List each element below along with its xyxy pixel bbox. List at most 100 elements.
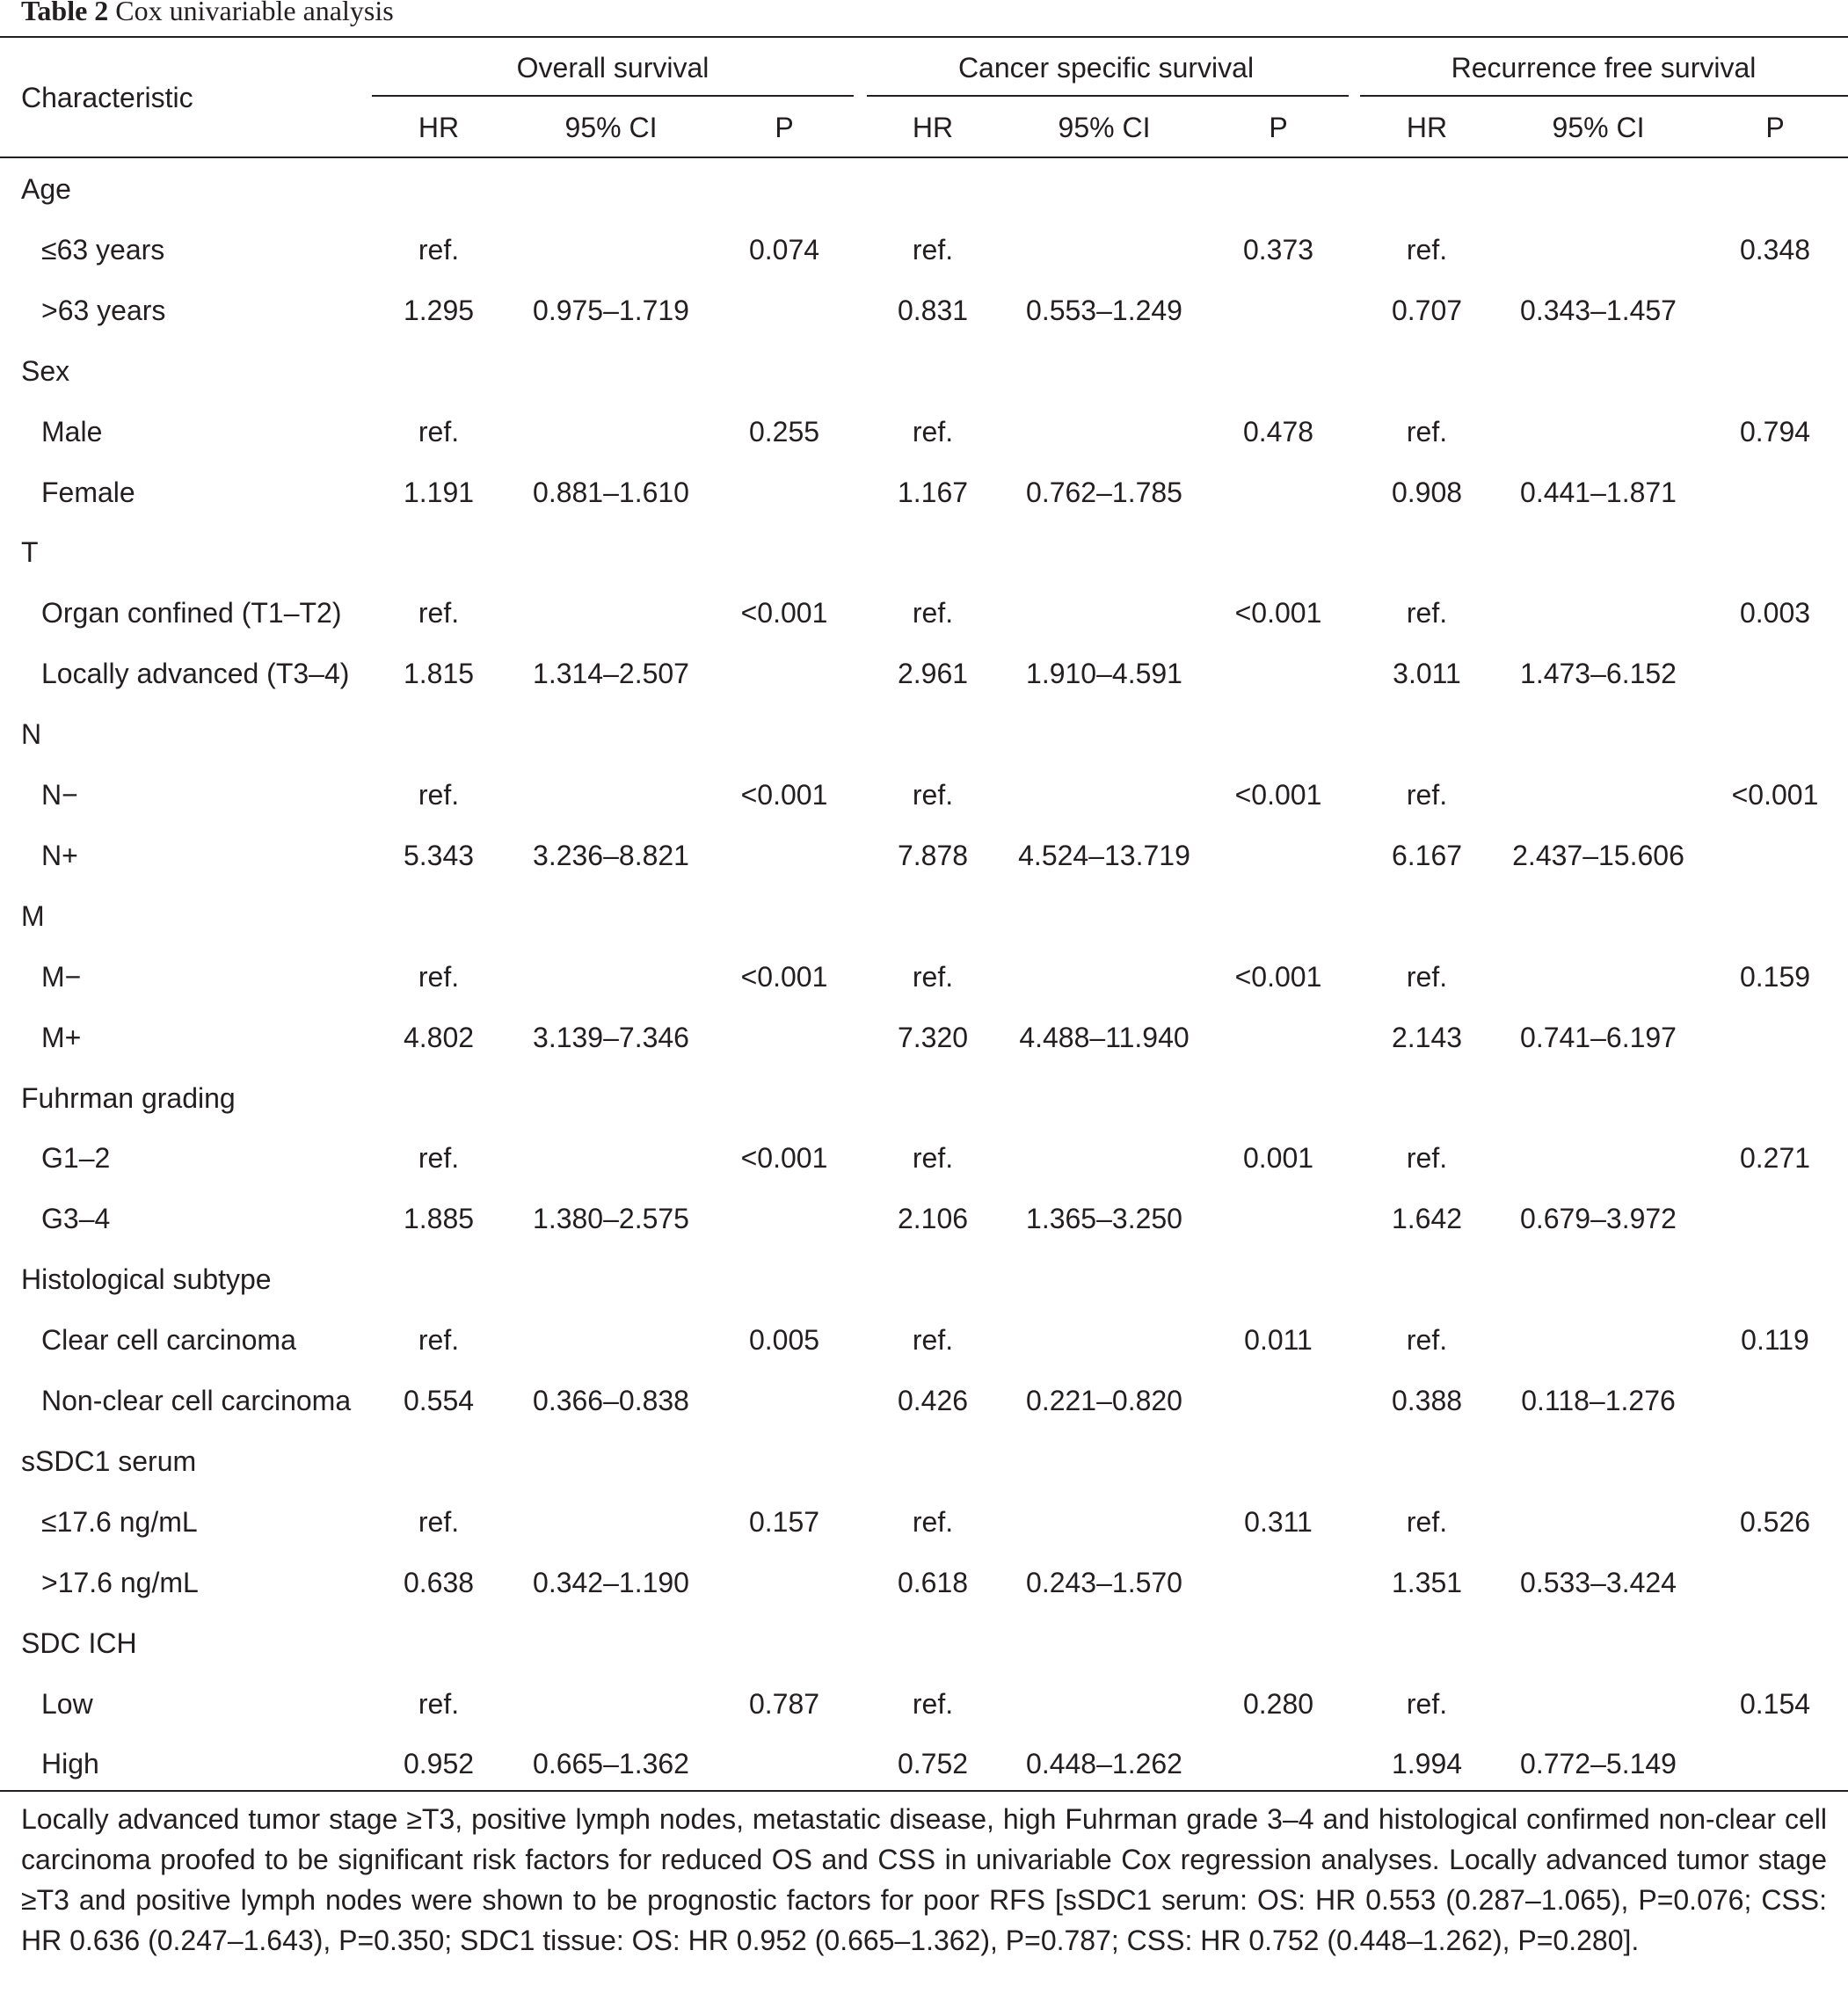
table-cell: ref. <box>1407 1686 1447 1721</box>
table-cell: 2.961 <box>898 656 968 691</box>
table-cell: 0.975–1.719 <box>533 293 689 328</box>
table-cell: 0.952 <box>404 1746 474 1781</box>
table-cell: 4.488–11.940 <box>1019 1020 1189 1055</box>
table-cell: ref. <box>913 1140 953 1175</box>
table-cell: 0.243–1.570 <box>1026 1565 1182 1600</box>
category-label: Histological subtype <box>21 1262 272 1297</box>
subcolumn-header: P <box>1765 110 1784 145</box>
group-rule <box>372 95 854 97</box>
subcolumn-header: P <box>1269 110 1287 145</box>
group-header: Cancer specific survival <box>958 50 1254 85</box>
table-cell: ref. <box>913 1504 953 1539</box>
table-cell: 0.772–5.149 <box>1520 1746 1677 1781</box>
table-cell: ref. <box>418 1322 459 1357</box>
row-label: N− <box>41 777 78 812</box>
table-cell: 0.348 <box>1740 232 1810 267</box>
row-label: Female <box>41 475 135 510</box>
table-cell: ref. <box>913 414 953 449</box>
table-cell: 0.881–1.610 <box>533 475 689 510</box>
table-cell: 1.295 <box>404 293 474 328</box>
table-cell: 0.074 <box>749 232 819 267</box>
table-cell: 0.448–1.262 <box>1026 1746 1182 1781</box>
row-label: High <box>41 1746 99 1781</box>
table-cell: 0.762–1.785 <box>1026 475 1182 510</box>
category-label: Sex <box>21 353 69 389</box>
table-cell: 7.320 <box>898 1020 968 1055</box>
table-cell: <0.001 <box>741 595 828 630</box>
table-cell: 0.271 <box>1740 1140 1810 1175</box>
table-cell: <0.001 <box>1235 959 1322 994</box>
table-cell: 1.167 <box>898 475 968 510</box>
table-cell: ref. <box>1407 414 1447 449</box>
table-cell: 2.143 <box>1392 1020 1462 1055</box>
table-caption: Cox univariable analysis <box>115 0 393 26</box>
table-cell: 0.221–0.820 <box>1026 1383 1182 1418</box>
table-cell: 0.255 <box>749 414 819 449</box>
row-label: >17.6 ng/mL <box>41 1565 199 1600</box>
table-cell: 0.388 <box>1392 1383 1462 1418</box>
table-cell: 1.191 <box>404 475 474 510</box>
top-rule <box>0 36 1848 38</box>
table-cell: 0.679–3.972 <box>1520 1201 1677 1236</box>
row-label: Clear cell carcinoma <box>41 1322 296 1357</box>
row-label: N+ <box>41 838 78 873</box>
category-label: SDC ICH <box>21 1626 137 1661</box>
subcolumn-header: HR <box>418 110 459 145</box>
group-rule <box>867 95 1349 97</box>
table-cell: 1.365–3.250 <box>1026 1201 1182 1236</box>
table-cell: 0.478 <box>1243 414 1313 449</box>
table-cell: 7.878 <box>898 838 968 873</box>
table-cell: <0.001 <box>1235 595 1322 630</box>
table-cell: ref. <box>1407 232 1447 267</box>
table-cell: 2.106 <box>898 1201 968 1236</box>
table-cell: 1.314–2.507 <box>533 656 689 691</box>
table-cell: 0.342–1.190 <box>533 1565 689 1600</box>
table-cell: ref. <box>418 959 459 994</box>
table-cell: 0.638 <box>404 1565 474 1600</box>
category-label: T <box>21 535 39 570</box>
table-cell: 0.001 <box>1243 1140 1313 1175</box>
row-label: G3–4 <box>41 1201 110 1236</box>
table-cell: 0.311 <box>1244 1504 1313 1539</box>
table-cell: <0.001 <box>1235 777 1322 812</box>
table-cell: 3.011 <box>1393 656 1461 691</box>
table-cell: ref. <box>913 1322 953 1357</box>
table-cell: 0.752 <box>898 1746 968 1781</box>
table-cell: 0.157 <box>749 1504 819 1539</box>
table-cell: ref. <box>1407 595 1447 630</box>
table-cell: 0.526 <box>1740 1504 1810 1539</box>
table-cell: 0.794 <box>1740 414 1810 449</box>
row-label: ≤17.6 ng/mL <box>41 1504 198 1539</box>
table-cell: ref. <box>913 232 953 267</box>
table-cell: 0.533–3.424 <box>1520 1565 1677 1600</box>
table-cell: 0.707 <box>1392 293 1462 328</box>
table-cell: ref. <box>1407 777 1447 812</box>
table-cell: 0.554 <box>404 1383 474 1418</box>
table-cell: 4.802 <box>404 1020 474 1055</box>
table-cell: ref. <box>913 777 953 812</box>
table-cell: ref. <box>418 777 459 812</box>
table-cell: 0.011 <box>1244 1322 1313 1357</box>
subcolumn-header: 95% CI <box>1553 110 1645 145</box>
table-cell: 1.815 <box>404 656 474 691</box>
table-cell: ref. <box>418 1686 459 1721</box>
table-cell: 0.280 <box>1243 1686 1313 1721</box>
row-label: Locally advanced (T3–4) <box>41 656 349 691</box>
subcolumn-header: P <box>775 110 793 145</box>
table-cell: 5.343 <box>404 838 474 873</box>
table-cell: 3.139–7.346 <box>533 1020 689 1055</box>
subcolumn-header: HR <box>913 110 953 145</box>
table-cell: 1.642 <box>1392 1201 1462 1236</box>
table-cell: 0.373 <box>1243 232 1313 267</box>
category-label: N <box>21 717 41 752</box>
group-header: Recurrence free survival <box>1451 50 1757 85</box>
category-label: sSDC1 serum <box>21 1444 196 1479</box>
table-cell: ref. <box>1407 959 1447 994</box>
subcolumn-header: HR <box>1407 110 1447 145</box>
table-cell: 1.910–4.591 <box>1026 656 1182 691</box>
row-label: ≤63 years <box>41 232 164 267</box>
group-rule <box>1360 95 1848 97</box>
table-cell: 0.366–0.838 <box>533 1383 689 1418</box>
row-label: M− <box>41 959 81 994</box>
table-cell: 1.994 <box>1392 1746 1462 1781</box>
